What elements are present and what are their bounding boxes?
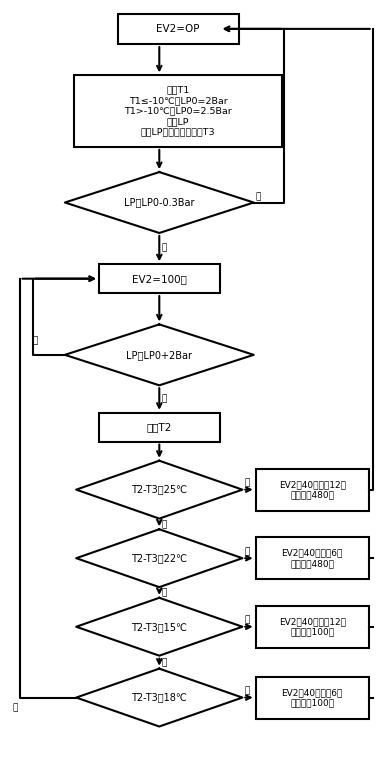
Text: 否: 否: [12, 703, 17, 712]
Bar: [74, 75, 282, 147]
Text: T2-T3＞22℃: T2-T3＞22℃: [131, 553, 187, 563]
Text: 否: 否: [162, 520, 167, 530]
Text: 是: 是: [33, 336, 38, 345]
Text: 是: 是: [244, 547, 250, 555]
Text: 否: 否: [162, 658, 167, 667]
Text: 否: 否: [256, 193, 262, 201]
Text: LP＞LP0+2Bar: LP＞LP0+2Bar: [126, 350, 192, 360]
Bar: [255, 537, 369, 579]
Text: 检测T1
T1≤-10℃，LP0=2Bar
T1>-10℃，LP0=2.5Bar
检测LP
计算LP对应的饱和温度T3: 检测T1 T1≤-10℃，LP0=2Bar T1>-10℃，LP0=2.5Bar…: [124, 85, 232, 137]
Text: 否: 否: [162, 394, 167, 404]
Text: EV2=OP: EV2=OP: [157, 24, 200, 34]
Bar: [255, 677, 369, 719]
Text: EV2=100步: EV2=100步: [132, 274, 187, 284]
Bar: [99, 264, 220, 293]
Text: EV2每40秒开大12步
最大开度480步: EV2每40秒开大12步 最大开度480步: [279, 480, 346, 499]
Bar: [255, 606, 369, 648]
Text: 是: 是: [244, 686, 250, 695]
Text: 是: 是: [244, 616, 250, 624]
Bar: [255, 468, 369, 510]
Text: 检测T2: 检测T2: [147, 422, 172, 432]
Text: T2-T3＜18℃: T2-T3＜18℃: [132, 693, 187, 703]
Bar: [118, 14, 239, 44]
Text: 是: 是: [244, 478, 250, 488]
Text: LP＜LP0-0.3Bar: LP＜LP0-0.3Bar: [124, 198, 194, 208]
Text: EV2每40秒减小12步
最小开度100步: EV2每40秒减小12步 最小开度100步: [279, 617, 346, 636]
Text: 否: 否: [162, 589, 167, 597]
Text: EV2每40秒开大6步
最大开度480步: EV2每40秒开大6步 最大开度480步: [282, 549, 343, 568]
Bar: [99, 413, 220, 442]
Text: T2-T3＜15℃: T2-T3＜15℃: [131, 622, 187, 632]
Text: T2-T3＞25℃: T2-T3＞25℃: [131, 485, 187, 494]
Text: 是: 是: [162, 243, 167, 253]
Text: EV2每40秒减小6步
最小开度100步: EV2每40秒减小6步 最小开度100步: [282, 688, 343, 707]
